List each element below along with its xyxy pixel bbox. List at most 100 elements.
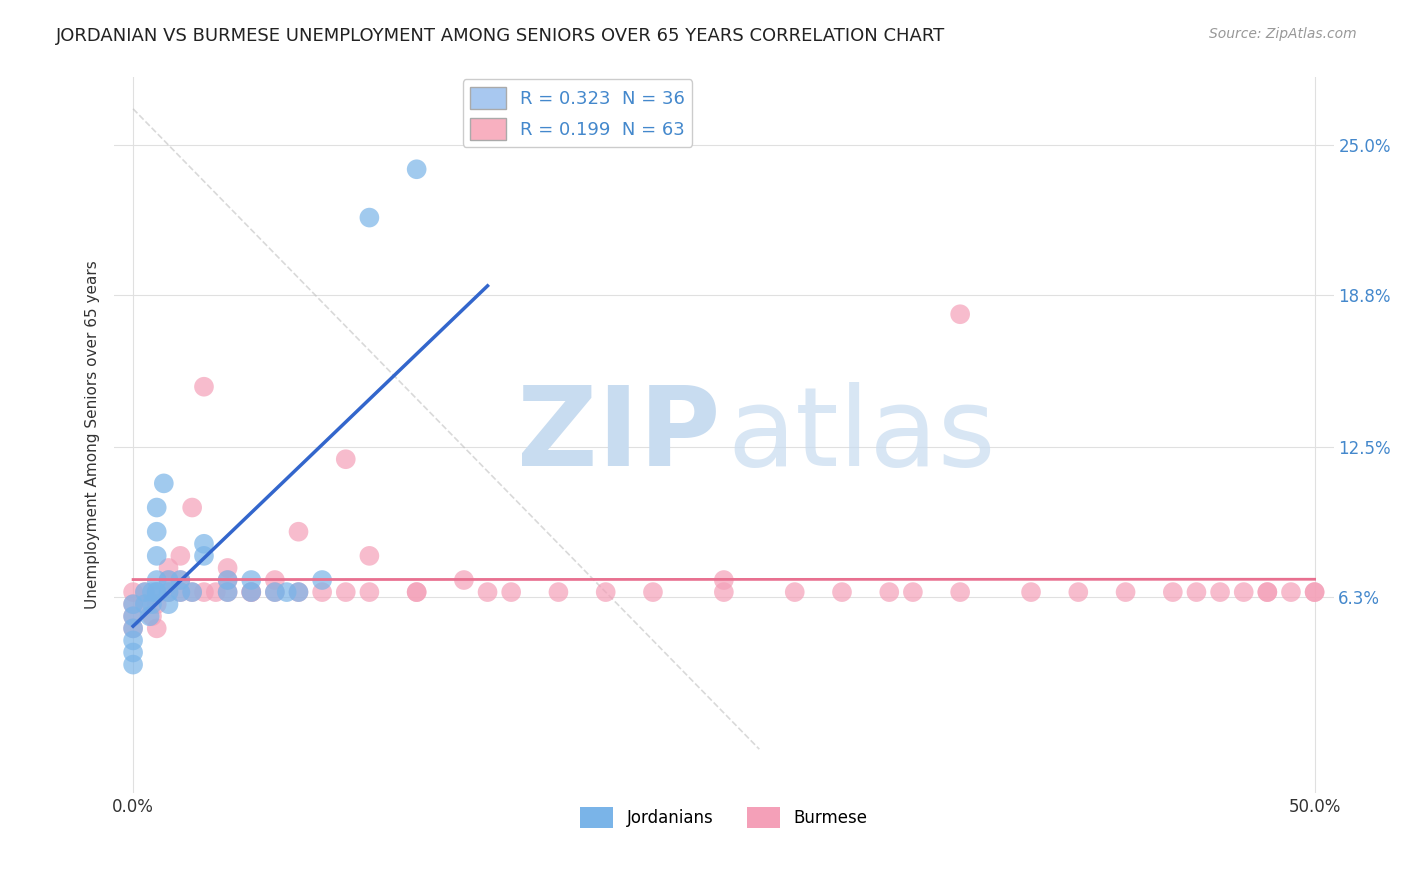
Point [1019,585,1042,599]
Text: JORDANIAN VS BURMESE UNEMPLOYMENT AMONG SENIORS OVER 65 YEARS CORRELATION CHART: JORDANIAN VS BURMESE UNEMPLOYMENT AMONG … [56,27,945,45]
Point [145,621,167,635]
Text: Source: ZipAtlas.com: Source: ZipAtlas.com [1209,27,1357,41]
Point [276,585,298,599]
Point [641,585,664,599]
Point [359,585,381,599]
Point [1303,585,1326,599]
Point [335,452,357,467]
Point [217,585,239,599]
Point [157,573,180,587]
Point [1233,585,1256,599]
Point [122,597,145,611]
Point [405,162,427,177]
Point [141,597,163,611]
Point [157,573,180,587]
Point [157,597,180,611]
Point [145,524,167,539]
Point [831,585,853,599]
Point [122,609,145,624]
Point [122,657,145,672]
Point [359,549,381,563]
Point [595,585,617,599]
Point [477,585,499,599]
Point [181,500,204,515]
Point [145,585,167,599]
Point [181,585,204,599]
Text: ZIP: ZIP [517,382,720,489]
Point [122,621,145,635]
Point [169,573,191,587]
Point [901,585,924,599]
Point [949,585,972,599]
Point [311,573,333,587]
Point [1185,585,1208,599]
Point [193,380,215,394]
Point [1161,585,1184,599]
Point [335,585,357,599]
Point [157,561,180,575]
Point [240,585,263,599]
Point [240,585,263,599]
Point [145,597,167,611]
Point [713,573,735,587]
Point [217,585,239,599]
Point [193,537,215,551]
Point [169,549,191,563]
Point [169,573,191,587]
Point [193,549,215,563]
Y-axis label: Unemployment Among Seniors over 65 years: Unemployment Among Seniors over 65 years [86,260,100,609]
Point [193,585,215,599]
Point [122,621,145,635]
Point [134,585,156,599]
Point [264,573,287,587]
Point [134,597,156,611]
Point [145,573,167,587]
Point [264,585,287,599]
Point [157,585,180,599]
Point [204,585,226,599]
Point [153,476,176,491]
Point [1303,585,1326,599]
Point [122,633,145,648]
Point [240,585,263,599]
Point [1115,585,1137,599]
Point [122,646,145,660]
Point [311,585,333,599]
Point [1279,585,1302,599]
Point [287,524,309,539]
Point [217,573,239,587]
Point [169,585,191,599]
Text: atlas: atlas [727,382,995,489]
Point [134,585,156,599]
Point [122,597,145,611]
Point [145,585,167,599]
Point [134,597,156,611]
Point [359,211,381,225]
Point [1256,585,1278,599]
Point [949,307,972,321]
Point [287,585,309,599]
Point [405,585,427,599]
Point [405,585,427,599]
Point [501,585,523,599]
Point [453,573,475,587]
Point [181,585,204,599]
Point [877,585,900,599]
Point [783,585,806,599]
Point [287,585,309,599]
Point [1256,585,1278,599]
Point [141,609,163,624]
Point [141,585,163,599]
Point [145,585,167,599]
Point [713,585,735,599]
Point [157,585,180,599]
Point [145,500,167,515]
Point [1209,585,1232,599]
Legend: Jordanians, Burmese: Jordanians, Burmese [574,801,875,834]
Point [240,573,263,587]
Point [1067,585,1090,599]
Point [547,585,569,599]
Point [122,609,145,624]
Point [264,585,287,599]
Point [217,573,239,587]
